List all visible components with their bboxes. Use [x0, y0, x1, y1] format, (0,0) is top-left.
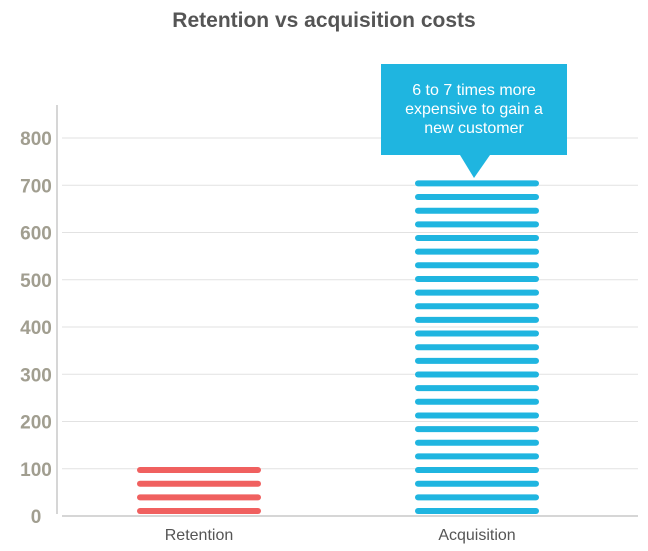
y-tick-label: 300 [20, 365, 52, 386]
y-tick-label: 500 [20, 271, 52, 292]
bar-retention [137, 467, 261, 514]
y-tick-label: 400 [20, 318, 52, 339]
x-category-label: Acquisition [438, 527, 515, 544]
y-tick-label: 0 [31, 507, 42, 528]
y-tick-label: 100 [20, 460, 52, 481]
callout-box [381, 64, 567, 155]
y-tick-label: 600 [20, 224, 52, 245]
chart-title: Retention vs acquisition costs [172, 9, 475, 32]
y-tick-label: 200 [20, 413, 52, 434]
bar-acquisition [415, 180, 539, 514]
x-category-label: Retention [165, 527, 234, 544]
callout-pointer [460, 155, 490, 178]
y-tick-label: 700 [20, 176, 52, 197]
callout-text: 6 to 7 times more expensive to gain a ne… [405, 82, 543, 137]
y-tick-label: 800 [20, 129, 52, 150]
